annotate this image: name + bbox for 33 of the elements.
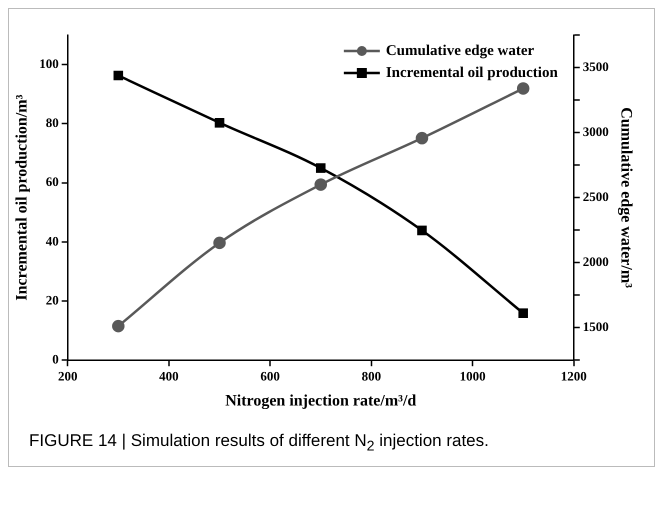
x-axis-title: Nitrogen injection rate/m³/d — [225, 392, 416, 410]
point — [416, 132, 428, 144]
point — [213, 236, 226, 250]
x-tick-label: 1000 — [460, 368, 486, 384]
legend-label: Cumulative edge water — [386, 42, 534, 59]
y-tick-label: 60 — [46, 174, 59, 190]
x-tick-label: 800 — [362, 368, 382, 384]
y-tick-label: 20 — [46, 292, 59, 308]
y-axis-title: Incremental oil production/m³ — [14, 94, 31, 301]
y2-tick-label: 1500 — [582, 319, 609, 334]
y2-axis-title: Cumulative edge water/m³ — [617, 107, 634, 288]
point — [314, 178, 327, 191]
y-tick-label: 40 — [46, 233, 59, 248]
point — [518, 308, 528, 318]
y2-tick-label: 3500 — [582, 58, 609, 74]
point — [112, 320, 125, 332]
x-tick-label: 1200 — [560, 368, 587, 384]
legend-label: Incremental oil production — [386, 64, 558, 81]
y-tick-label: 100 — [39, 56, 59, 71]
point — [214, 118, 224, 128]
point — [516, 82, 530, 95]
x-tick-label: 400 — [159, 368, 179, 384]
y2-tick-label: 2000 — [582, 254, 609, 269]
y2-tick-label: 2500 — [582, 188, 609, 204]
y-tick-label: 80 — [46, 115, 59, 130]
point — [417, 226, 427, 236]
x-tick-label: 200 — [58, 368, 78, 384]
x-tick-label: 600 — [260, 368, 280, 384]
point — [114, 70, 124, 80]
point — [316, 163, 326, 173]
y-tick-label: 0 — [52, 352, 59, 367]
y2-tick-label: 3000 — [582, 124, 609, 139]
caption: FIGURE 14 | Simulation results of different N$_{2}$ injection rates. — [28, 430, 490, 456]
